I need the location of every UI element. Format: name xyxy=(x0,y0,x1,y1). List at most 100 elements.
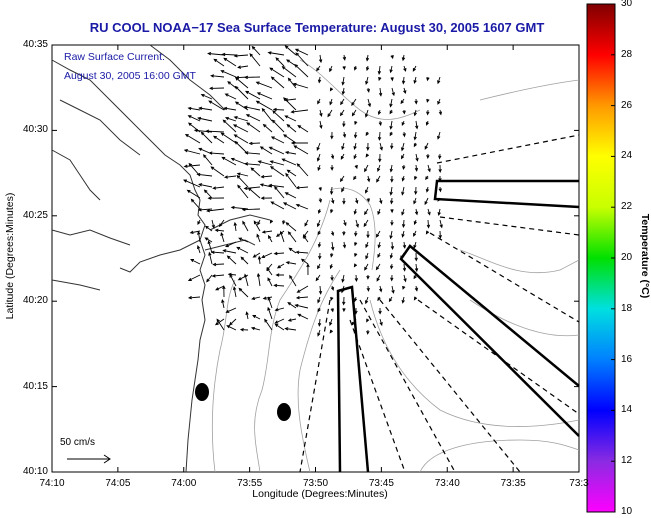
current-vector xyxy=(351,109,357,117)
current-vector xyxy=(266,267,273,276)
current-vector xyxy=(204,225,213,232)
current-vector xyxy=(353,175,357,181)
current-vector xyxy=(226,325,237,331)
map-title: RU COOL NOAA−17 Sea Surface Temperature:… xyxy=(89,20,545,35)
current-vector xyxy=(213,58,225,67)
current-vector xyxy=(401,230,405,238)
current-vector xyxy=(389,98,393,108)
current-vector xyxy=(238,237,249,243)
lane-southeast-box xyxy=(399,244,580,437)
current-vector xyxy=(269,219,274,224)
current-vector xyxy=(402,241,407,249)
current-vector xyxy=(329,65,333,73)
current-vector xyxy=(220,132,237,144)
y-tick-label: 40:35 xyxy=(22,39,48,50)
current-vector xyxy=(284,115,297,122)
current-vector xyxy=(341,186,345,193)
current-vector xyxy=(413,296,418,301)
current-vector xyxy=(206,208,225,213)
current-vector xyxy=(187,106,201,111)
current-vector xyxy=(390,208,394,214)
current-vector xyxy=(401,54,406,62)
current-vector xyxy=(438,186,442,193)
current-vector xyxy=(226,255,237,265)
current-vector xyxy=(223,57,237,67)
current-vector xyxy=(267,296,273,309)
current-vector xyxy=(377,296,381,302)
current-vector xyxy=(402,263,407,272)
current-vector xyxy=(341,274,345,283)
current-vector xyxy=(208,251,213,265)
current-vector xyxy=(400,252,405,260)
current-vector xyxy=(389,65,393,74)
current-vector xyxy=(269,166,285,177)
current-vector xyxy=(330,274,334,282)
current-vector xyxy=(365,241,369,249)
current-vector xyxy=(197,208,213,212)
current-vector xyxy=(379,142,383,151)
current-vector xyxy=(364,263,369,271)
colorbar-tick-label: 20 xyxy=(621,252,633,263)
current-vector xyxy=(390,274,394,282)
current-vector xyxy=(221,298,225,309)
current-vector xyxy=(248,141,261,146)
current-vector xyxy=(402,285,406,290)
current-vector xyxy=(210,74,225,78)
current-vector xyxy=(234,140,249,155)
current-vector xyxy=(389,197,394,205)
current-vector xyxy=(249,53,261,67)
current-vector xyxy=(225,241,237,248)
colorbar-tick-label: 10 xyxy=(621,506,633,517)
current-vector xyxy=(207,240,213,254)
scale-label: 50 cm/s xyxy=(60,437,96,448)
current-vector xyxy=(389,230,393,240)
current-vector xyxy=(414,285,419,292)
current-vector xyxy=(200,131,213,144)
current-vector xyxy=(341,285,345,294)
current-vector xyxy=(200,93,213,100)
lane-east-box xyxy=(433,179,580,209)
current-vector xyxy=(197,219,201,225)
x-tick-label: 74:00 xyxy=(171,478,197,489)
current-vector xyxy=(400,98,405,105)
current-vector xyxy=(377,65,382,75)
current-vector xyxy=(214,318,225,326)
current-vector xyxy=(377,252,381,259)
coastline xyxy=(51,44,271,473)
colorbar-tick-label: 26 xyxy=(621,99,633,111)
current-vector xyxy=(426,76,430,82)
current-vector xyxy=(330,307,334,313)
current-vector xyxy=(243,273,249,287)
current-vector xyxy=(365,131,369,137)
current-vector xyxy=(259,146,273,155)
current-vector xyxy=(225,307,237,313)
current-vector xyxy=(377,241,381,249)
current-vector xyxy=(315,274,321,282)
current-vector xyxy=(317,318,322,327)
current-vector xyxy=(329,186,334,196)
current-vector xyxy=(295,203,309,210)
current-vector xyxy=(342,307,346,313)
x-tick-label: 73:50 xyxy=(302,478,329,489)
colorbar-tick-label: 18 xyxy=(621,302,633,314)
current-vector xyxy=(390,54,394,60)
current-vector xyxy=(353,131,358,139)
current-vector xyxy=(340,98,345,106)
current-vector xyxy=(211,219,215,229)
current-vector xyxy=(413,241,417,249)
current-vector xyxy=(342,197,346,205)
current-vector xyxy=(319,120,323,130)
current-vector xyxy=(223,106,237,111)
current-vector xyxy=(279,230,285,243)
current-vector xyxy=(366,197,370,203)
colorbar-tick-label: 24 xyxy=(621,150,633,162)
current-vector xyxy=(377,109,382,116)
current-vector xyxy=(438,153,442,160)
current-vector xyxy=(274,185,285,199)
current-vector xyxy=(414,175,418,181)
current-vector xyxy=(414,186,418,196)
current-vector xyxy=(281,65,297,78)
current-vector xyxy=(402,109,406,115)
current-vector xyxy=(403,87,407,95)
current-vector xyxy=(261,107,273,122)
